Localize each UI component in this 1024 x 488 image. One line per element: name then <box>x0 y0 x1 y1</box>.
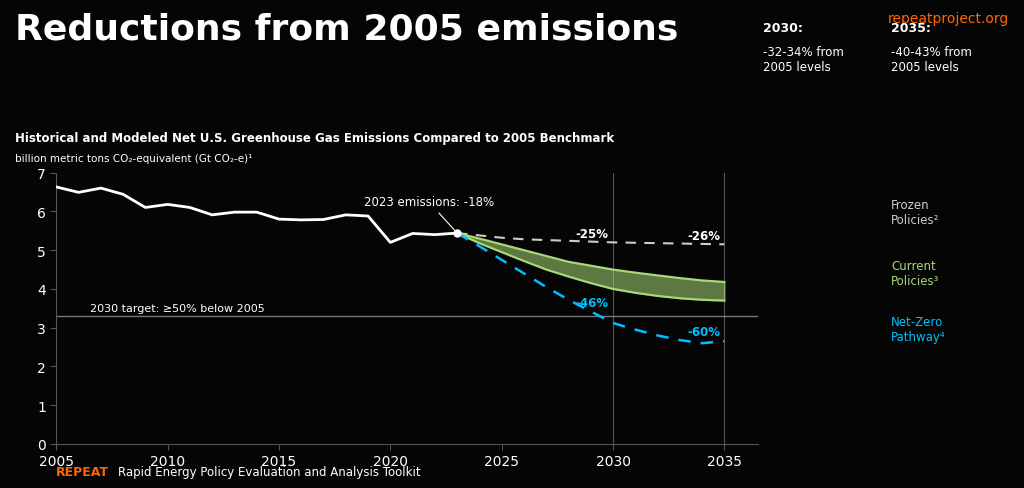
Text: repeatproject.org: repeatproject.org <box>888 12 1009 26</box>
Text: -26%: -26% <box>687 229 720 242</box>
Text: -60%: -60% <box>687 326 720 339</box>
Text: Frozen
Policies²: Frozen Policies² <box>891 198 939 226</box>
Text: 2030:: 2030: <box>763 22 803 35</box>
Text: Historical and Modeled Net U.S. Greenhouse Gas Emissions Compared to 2005 Benchm: Historical and Modeled Net U.S. Greenhou… <box>15 132 614 145</box>
Text: Rapid Energy Policy Evaluation and Analysis Toolkit: Rapid Energy Policy Evaluation and Analy… <box>118 465 421 478</box>
Text: Current
Policies³: Current Policies³ <box>891 259 939 287</box>
Text: 2030 target: ≥50% below 2005: 2030 target: ≥50% below 2005 <box>90 304 264 314</box>
Text: Net-Zero
Pathway⁴: Net-Zero Pathway⁴ <box>891 315 945 344</box>
Text: 2035:: 2035: <box>891 22 931 35</box>
Text: -46%: -46% <box>575 297 608 310</box>
Text: Reductions from 2005 emissions: Reductions from 2005 emissions <box>15 12 679 46</box>
Text: 2023 emissions: -18%: 2023 emissions: -18% <box>364 196 494 231</box>
Text: -40-43% from
2005 levels: -40-43% from 2005 levels <box>891 46 972 74</box>
Text: REPEAT: REPEAT <box>56 465 110 478</box>
Text: billion metric tons CO₂-equivalent (Gt CO₂-e)¹: billion metric tons CO₂-equivalent (Gt C… <box>15 154 253 163</box>
Text: -25%: -25% <box>575 227 608 240</box>
Text: -32-34% from
2005 levels: -32-34% from 2005 levels <box>763 46 844 74</box>
